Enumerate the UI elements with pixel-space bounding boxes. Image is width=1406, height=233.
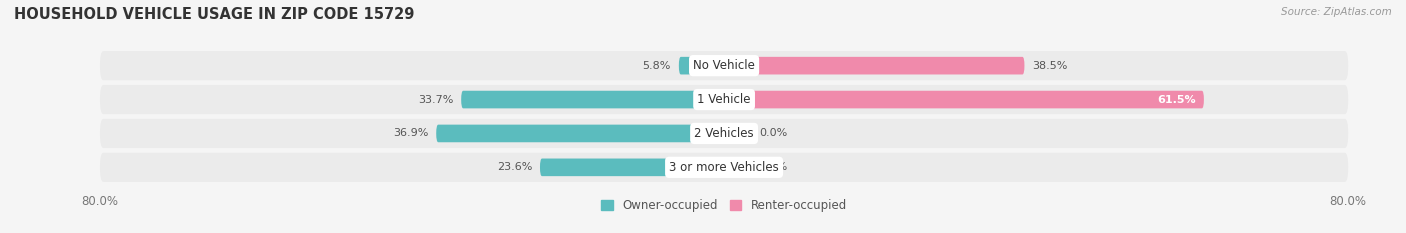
- Text: 33.7%: 33.7%: [418, 95, 453, 105]
- FancyBboxPatch shape: [461, 91, 724, 108]
- FancyBboxPatch shape: [100, 85, 1348, 114]
- FancyBboxPatch shape: [679, 57, 724, 75]
- Legend: Owner-occupied, Renter-occupied: Owner-occupied, Renter-occupied: [600, 199, 848, 212]
- FancyBboxPatch shape: [436, 125, 724, 142]
- Text: 36.9%: 36.9%: [394, 128, 429, 138]
- Text: 2 Vehicles: 2 Vehicles: [695, 127, 754, 140]
- Text: Source: ZipAtlas.com: Source: ZipAtlas.com: [1281, 7, 1392, 17]
- Text: 23.6%: 23.6%: [496, 162, 533, 172]
- FancyBboxPatch shape: [724, 125, 751, 142]
- FancyBboxPatch shape: [724, 57, 1025, 75]
- FancyBboxPatch shape: [100, 51, 1348, 80]
- Text: No Vehicle: No Vehicle: [693, 59, 755, 72]
- Text: 1 Vehicle: 1 Vehicle: [697, 93, 751, 106]
- FancyBboxPatch shape: [100, 153, 1348, 182]
- Text: 0.0%: 0.0%: [759, 162, 787, 172]
- FancyBboxPatch shape: [100, 119, 1348, 148]
- FancyBboxPatch shape: [724, 158, 751, 176]
- FancyBboxPatch shape: [540, 158, 724, 176]
- Text: 61.5%: 61.5%: [1157, 95, 1197, 105]
- Text: 38.5%: 38.5%: [1032, 61, 1067, 71]
- Text: 5.8%: 5.8%: [643, 61, 671, 71]
- Text: HOUSEHOLD VEHICLE USAGE IN ZIP CODE 15729: HOUSEHOLD VEHICLE USAGE IN ZIP CODE 1572…: [14, 7, 415, 22]
- Text: 0.0%: 0.0%: [759, 128, 787, 138]
- Text: 3 or more Vehicles: 3 or more Vehicles: [669, 161, 779, 174]
- FancyBboxPatch shape: [724, 91, 1204, 108]
